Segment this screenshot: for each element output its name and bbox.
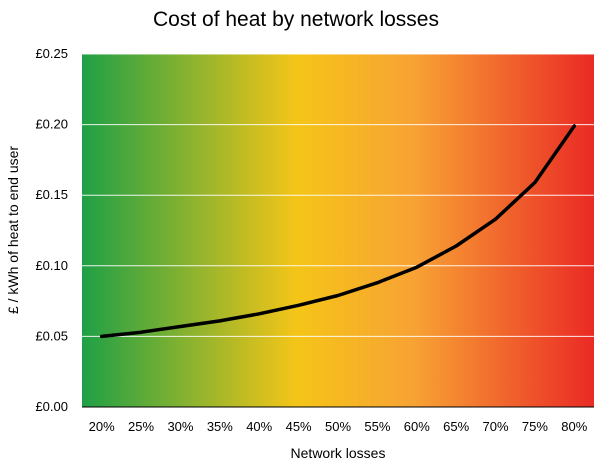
y-tick-label: £0.15 [35, 187, 68, 202]
x-tick-label: 35% [207, 419, 233, 434]
x-axis-title: Network losses [291, 445, 386, 461]
x-tick-label: 50% [325, 419, 351, 434]
x-tick-label: 25% [128, 419, 154, 434]
chart-title: Cost of heat by network losses [153, 8, 439, 31]
y-tick-label: £0.10 [35, 258, 68, 273]
plot-area [82, 54, 594, 407]
series-layer [99, 124, 577, 339]
x-tick-label: 60% [404, 419, 430, 434]
x-tick-label: 65% [443, 419, 469, 434]
gridlines [82, 53, 594, 337]
x-tick-label: 55% [364, 419, 390, 434]
y-axis-title: £ / kWh of heat to end user [5, 146, 21, 314]
x-axis-ticks: 20% 25% 30% 35% 40% 45% 50% 55% 60% 65% 70% 75% 80% [89, 419, 588, 434]
series-line [99, 124, 577, 339]
x-tick-label: 30% [167, 419, 193, 434]
x-tick-label: 45% [286, 419, 312, 434]
y-tick-label: £0.25 [35, 46, 68, 61]
x-tick-label: 40% [246, 419, 272, 434]
x-tick-label: 80% [561, 419, 587, 434]
x-tick-label: 70% [483, 419, 509, 434]
y-axis-ticks: £0.00 £0.05 £0.10 £0.15 £0.20 £0.25 [35, 46, 68, 414]
x-tick-label: 20% [89, 419, 115, 434]
y-tick-label: £0.20 [35, 117, 68, 132]
x-tick-label: 75% [522, 419, 548, 434]
y-tick-label: £0.05 [35, 328, 68, 343]
y-tick-label: £0.00 [35, 399, 68, 414]
